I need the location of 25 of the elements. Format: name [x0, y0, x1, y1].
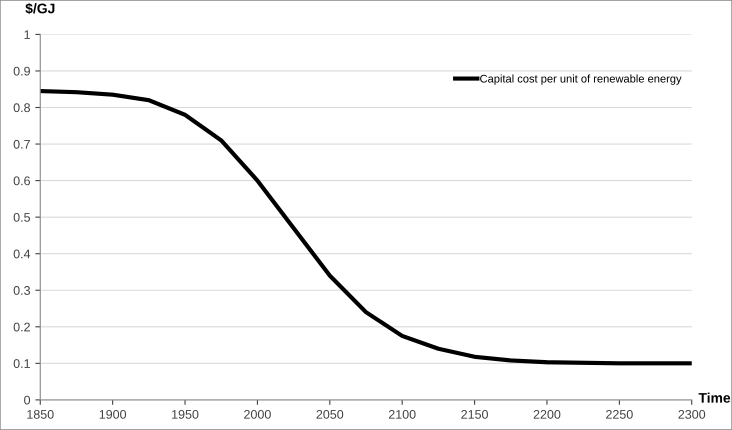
y-tick-label: 0.3	[14, 286, 30, 295]
y-tick-label: 0	[24, 396, 30, 405]
x-tick-label: 2050	[316, 410, 344, 419]
y-tick-label: 0.9	[14, 66, 30, 76]
y-tick-label: 0.6	[14, 176, 30, 186]
x-tick-label: 2250	[606, 410, 633, 419]
y-tick-label: 0.4	[14, 250, 30, 258]
x-tick-label: 2100	[388, 410, 416, 419]
y-axis-title: $/GJ	[25, 2, 54, 14]
x-axis-title: Time	[698, 392, 730, 403]
x-tick-label: 2300	[678, 410, 706, 419]
x-tick-label: 1850	[27, 410, 54, 419]
y-tick-label: 0.8	[14, 103, 30, 112]
y-tick-label: 0.5	[14, 212, 30, 222]
x-tick-label: 2000	[244, 410, 271, 419]
y-tick-label: 0.7	[14, 140, 30, 149]
legend-label: Capital cost per unit of renewable energy	[480, 74, 682, 85]
x-tick-label: 1900	[100, 410, 126, 419]
x-tick-label: 2150	[461, 410, 488, 419]
x-tick-label: 2200	[534, 410, 560, 419]
y-tick-label: 0.2	[14, 322, 30, 332]
y-tick-label: 0.1	[14, 359, 30, 368]
x-tick-label: 1950	[172, 410, 198, 419]
line-series	[40, 88, 692, 366]
y-tick-label: 1	[24, 30, 30, 39]
